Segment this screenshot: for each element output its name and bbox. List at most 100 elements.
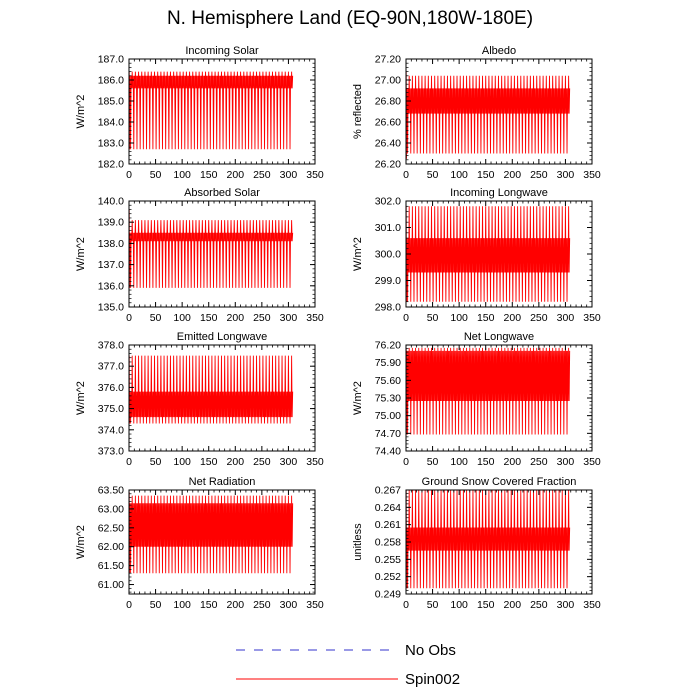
x-tick-label: 0 <box>126 456 132 468</box>
y-tick-label: 183.0 <box>98 138 124 150</box>
y-tick-label: 302.0 <box>375 196 401 208</box>
x-tick-label: 50 <box>150 169 162 181</box>
x-tick-label: 350 <box>583 456 601 468</box>
x-tick-label: 150 <box>477 312 495 324</box>
y-tick-label: 0.255 <box>375 554 401 566</box>
x-tick-label: 50 <box>427 312 439 324</box>
x-tick-label: 0 <box>126 169 132 181</box>
x-tick-label: 100 <box>450 599 468 611</box>
y-tick-label: 136.0 <box>98 280 124 292</box>
y-tick-label: 26.60 <box>375 117 401 129</box>
panel-title: Emitted Longwave <box>177 331 268 343</box>
x-tick-label: 300 <box>557 456 575 468</box>
y-tick-label: 137.0 <box>98 259 124 271</box>
plot-frame <box>128 58 316 165</box>
x-tick-label: 150 <box>200 599 218 611</box>
x-tick-label: 200 <box>227 599 245 611</box>
x-tick-label: 100 <box>173 312 191 324</box>
x-tick-label: 200 <box>504 169 522 181</box>
x-tick-label: 100 <box>450 312 468 324</box>
x-tick-label: 100 <box>450 456 468 468</box>
panel-title: Absorbed Solar <box>184 187 260 199</box>
x-tick-label: 150 <box>477 169 495 181</box>
x-tick-label: 0 <box>403 312 409 324</box>
series-line-spin002 <box>405 71 571 159</box>
y-tick-label: 26.80 <box>375 96 401 108</box>
x-tick-label: 150 <box>477 456 495 468</box>
x-tick-label: 150 <box>477 599 495 611</box>
x-tick-label: 0 <box>126 312 132 324</box>
x-tick-label: 300 <box>280 599 298 611</box>
y-tick-label: 74.70 <box>375 428 401 440</box>
x-tick-label: 300 <box>557 599 575 611</box>
y-tick-label: 139.0 <box>98 217 124 229</box>
series-line-spin002 <box>405 489 571 589</box>
y-tick-label: 135.0 <box>98 302 124 314</box>
x-tick-label: 200 <box>504 599 522 611</box>
y-tick-label: 63.00 <box>98 503 124 515</box>
panel-net-longwave: Net Longwave 0 50 100 150 200 250 300 350 74.40 74… <box>352 331 601 468</box>
x-tick-label: 150 <box>200 456 218 468</box>
y-tick-label: 187.0 <box>98 54 124 66</box>
series-line-spin002 <box>128 71 294 150</box>
legend-label-no-obs: No Obs <box>405 642 456 659</box>
panel-title: Incoming Solar <box>185 45 259 57</box>
y-axis-label: W/m^2 <box>75 237 87 271</box>
x-tick-label: 150 <box>200 312 218 324</box>
panel-title: Incoming Longwave <box>450 187 548 199</box>
y-tick-label: 61.50 <box>98 560 124 572</box>
y-axis-label: unitless <box>352 523 364 561</box>
x-tick-label: 0 <box>126 599 132 611</box>
panel-title: Net Radiation <box>189 476 256 488</box>
x-tick-label: 200 <box>504 456 522 468</box>
x-tick-label: 100 <box>173 169 191 181</box>
x-tick-label: 250 <box>253 312 271 324</box>
y-tick-label: 63.50 <box>98 485 124 497</box>
y-tick-label: 74.40 <box>375 446 401 458</box>
panel-title: Albedo <box>482 45 516 57</box>
series-line-spin002 <box>405 206 571 302</box>
panel-title: Ground Snow Covered Fraction <box>422 476 577 488</box>
series-line-spin002 <box>128 491 294 574</box>
panel-incoming-solar: Incoming Solar 0 50 100 150 200 250 300 350 182.0… <box>75 45 324 181</box>
panel-incoming-longwave: Incoming Longwave 0 50 100 150 200 250 300 350 29… <box>352 187 601 324</box>
y-tick-label: 300.0 <box>375 249 401 261</box>
y-tick-label: 377.0 <box>98 361 124 373</box>
x-tick-label: 100 <box>173 456 191 468</box>
panel-albedo: Albedo 0 50 100 150 200 250 300 350 26.20 26.40 26.… <box>352 45 601 181</box>
plot-frame <box>405 58 593 165</box>
x-tick-label: 350 <box>306 169 324 181</box>
y-tick-label: 62.00 <box>98 541 124 553</box>
y-tick-label: 0.267 <box>375 485 401 497</box>
y-tick-label: 75.30 <box>375 393 401 405</box>
y-axis-label: W/m^2 <box>75 95 87 129</box>
x-tick-label: 50 <box>150 456 162 468</box>
x-tick-label: 300 <box>280 312 298 324</box>
x-tick-label: 350 <box>306 456 324 468</box>
y-tick-label: 186.0 <box>98 75 124 87</box>
y-axis-label: W/m^2 <box>352 237 364 271</box>
y-tick-label: 27.20 <box>375 54 401 66</box>
x-tick-label: 150 <box>200 169 218 181</box>
series-line-spin002 <box>128 355 294 424</box>
y-tick-label: 301.0 <box>375 222 401 234</box>
x-tick-label: 350 <box>583 312 601 324</box>
x-tick-label: 50 <box>150 312 162 324</box>
series-line-spin002 <box>405 347 571 435</box>
y-tick-label: 75.60 <box>375 375 401 387</box>
y-tick-label: 184.0 <box>98 117 124 129</box>
y-tick-label: 299.0 <box>375 275 401 287</box>
legend-label-spin002: Spin002 <box>405 671 460 688</box>
plot-frame <box>128 344 316 452</box>
y-tick-label: 182.0 <box>98 159 124 171</box>
plot-frame <box>128 200 316 308</box>
x-tick-label: 250 <box>253 456 271 468</box>
y-tick-label: 0.261 <box>375 519 401 531</box>
panel-net-radiation: Net Radiation 0 50 100 150 200 250 300 350 61.00 6… <box>75 476 324 611</box>
x-tick-label: 100 <box>173 599 191 611</box>
series-line-spin002 <box>128 209 294 288</box>
x-tick-label: 50 <box>427 169 439 181</box>
x-tick-label: 350 <box>583 599 601 611</box>
y-tick-label: 0.252 <box>375 571 401 583</box>
x-tick-label: 350 <box>306 312 324 324</box>
